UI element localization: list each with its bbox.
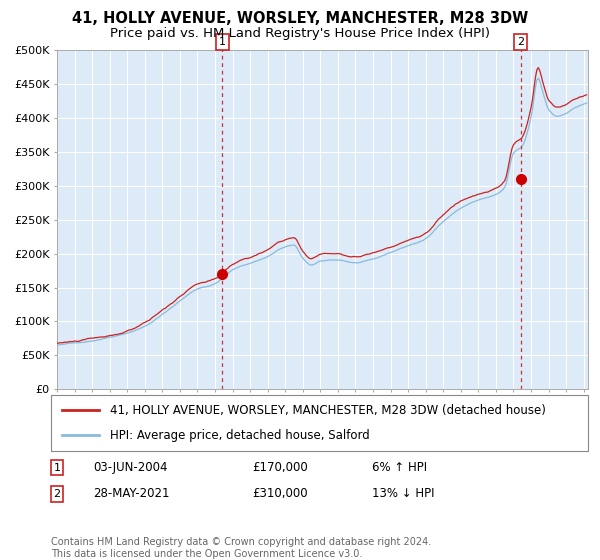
Text: 1: 1 <box>53 463 61 473</box>
Text: 2: 2 <box>53 489 61 499</box>
Text: 1: 1 <box>219 37 226 47</box>
HPI: Average price, detached house, Salford: (2.02e+03, 4.59e+05): Average price, detached house, Salford: … <box>535 74 542 81</box>
41, HOLLY AVENUE, WORSLEY, MANCHESTER, M28 3DW (detached house) <box>535 64 542 71</box>
41, HOLLY AVENUE, WORSLEY, MANCHESTER, M28 3DW (detached house) <box>104 333 112 339</box>
Text: 41, HOLLY AVENUE, WORSLEY, MANCHESTER, M28 3DW: 41, HOLLY AVENUE, WORSLEY, MANCHESTER, M… <box>72 11 528 26</box>
Text: Price paid vs. HM Land Registry's House Price Index (HPI): Price paid vs. HM Land Registry's House … <box>110 27 490 40</box>
HPI: Average price, detached house, Salford: (2.01e+03, 2.07e+05): Average price, detached house, Salford: … <box>277 245 284 252</box>
41, HOLLY AVENUE, WORSLEY, MANCHESTER, M28 3DW (detached house) <box>455 199 463 206</box>
Text: 03-JUN-2004: 03-JUN-2004 <box>93 461 167 474</box>
Text: HPI: Average price, detached house, Salford: HPI: Average price, detached house, Salf… <box>110 428 370 442</box>
Line: 41, HOLLY AVENUE, WORSLEY, MANCHESTER, M28 3DW (detached house): 41, HOLLY AVENUE, WORSLEY, MANCHESTER, M… <box>57 68 587 343</box>
Text: £170,000: £170,000 <box>252 461 308 474</box>
Text: Contains HM Land Registry data © Crown copyright and database right 2024.
This d: Contains HM Land Registry data © Crown c… <box>51 537 431 559</box>
HPI: Average price, detached house, Salford: (2e+03, 1.25e+05): Average price, detached house, Salford: … <box>172 301 179 308</box>
41, HOLLY AVENUE, WORSLEY, MANCHESTER, M28 3DW (detached house) <box>583 91 590 98</box>
41, HOLLY AVENUE, WORSLEY, MANCHESTER, M28 3DW (detached house) <box>81 336 88 343</box>
41, HOLLY AVENUE, WORSLEY, MANCHESTER, M28 3DW (detached house) <box>277 238 284 245</box>
Text: 28-MAY-2021: 28-MAY-2021 <box>93 487 170 501</box>
Text: 6% ↑ HPI: 6% ↑ HPI <box>372 461 427 474</box>
Text: 41, HOLLY AVENUE, WORSLEY, MANCHESTER, M28 3DW (detached house): 41, HOLLY AVENUE, WORSLEY, MANCHESTER, M… <box>110 404 546 417</box>
Text: £310,000: £310,000 <box>252 487 308 501</box>
41, HOLLY AVENUE, WORSLEY, MANCHESTER, M28 3DW (detached house) <box>53 340 61 347</box>
HPI: Average price, detached house, Salford: (2e+03, 6.94e+04): Average price, detached house, Salford: … <box>81 339 88 346</box>
HPI: Average price, detached house, Salford: (2e+03, 1.37e+05): Average price, detached house, Salford: … <box>182 293 190 300</box>
41, HOLLY AVENUE, WORSLEY, MANCHESTER, M28 3DW (detached house) <box>172 297 179 304</box>
HPI: Average price, detached house, Salford: (2.02e+03, 2.66e+05): Average price, detached house, Salford: … <box>455 206 463 212</box>
41, HOLLY AVENUE, WORSLEY, MANCHESTER, M28 3DW (detached house) <box>182 289 190 296</box>
HPI: Average price, detached house, Salford: (2.03e+03, 4.22e+05): Average price, detached house, Salford: … <box>583 100 590 106</box>
Text: 2: 2 <box>517 37 524 47</box>
Text: 13% ↓ HPI: 13% ↓ HPI <box>372 487 434 501</box>
HPI: Average price, detached house, Salford: (2e+03, 7.62e+04): Average price, detached house, Salford: … <box>104 334 112 341</box>
HPI: Average price, detached house, Salford: (2e+03, 6.5e+04): Average price, detached house, Salford: … <box>53 342 61 348</box>
Line: HPI: Average price, detached house, Salford: HPI: Average price, detached house, Salf… <box>57 78 587 345</box>
